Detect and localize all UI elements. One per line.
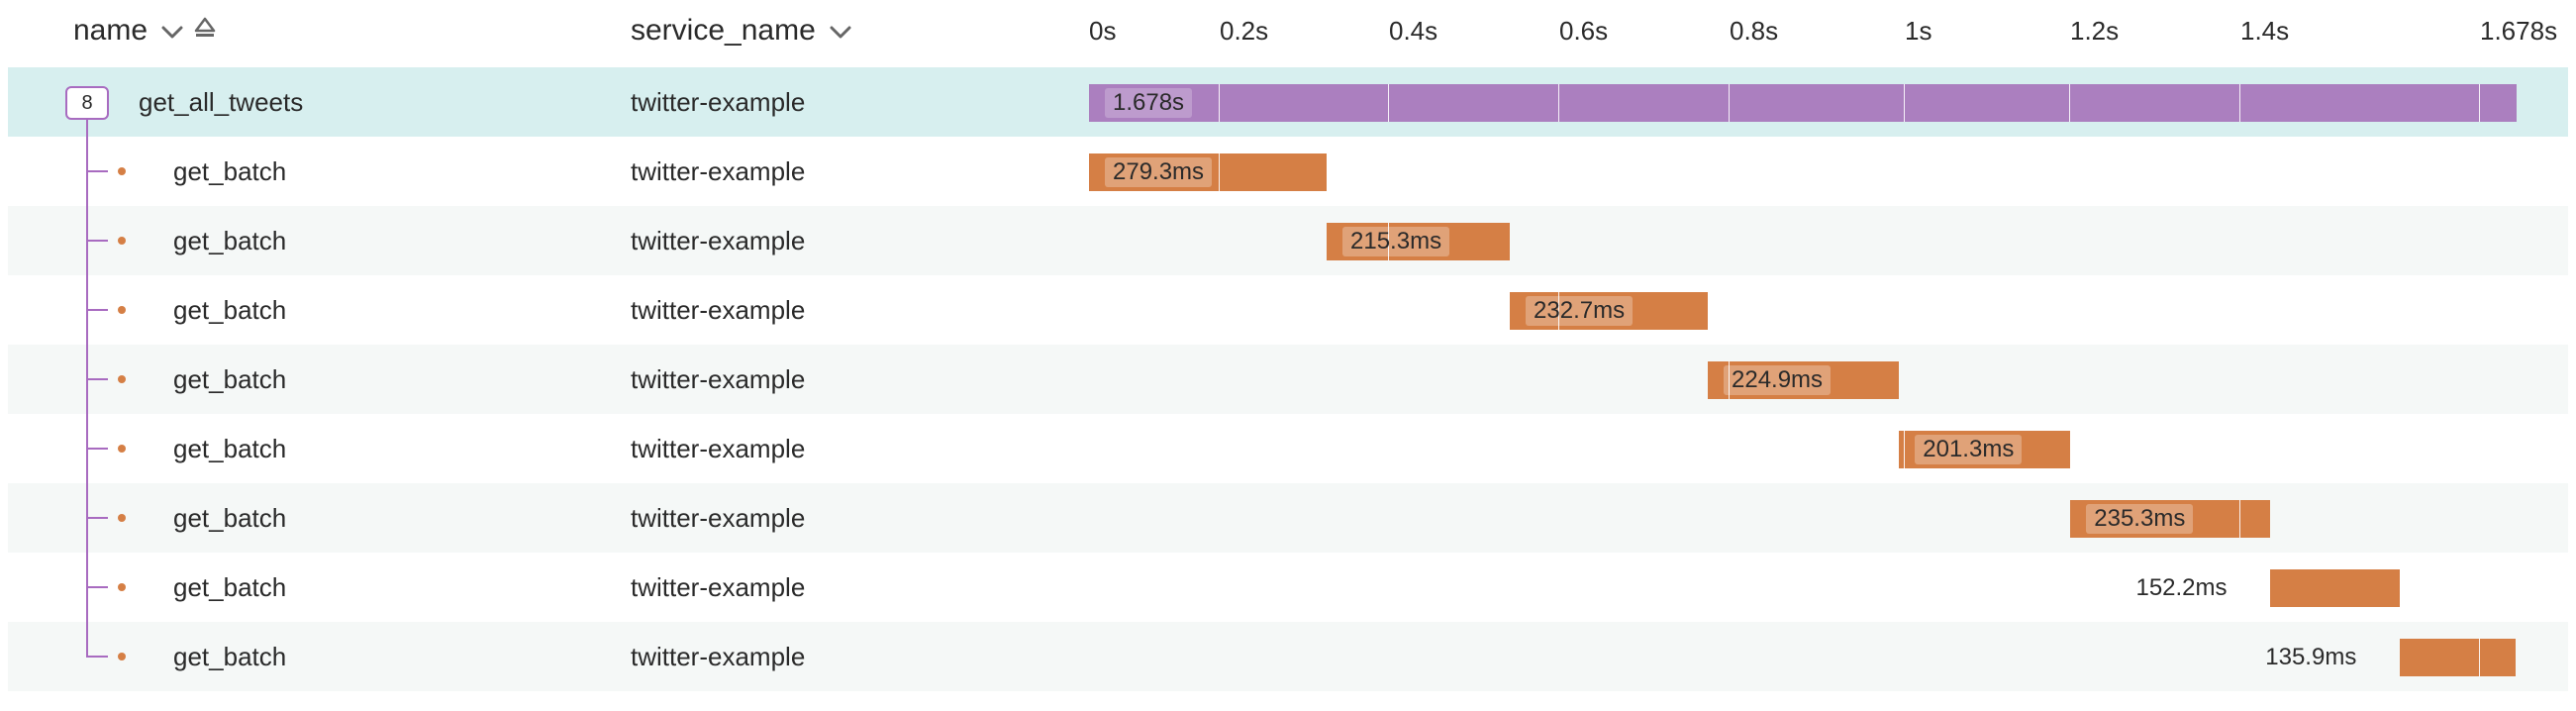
span-row[interactable]: get_batch twitter-example 279.3ms [8, 137, 2568, 206]
span-service: twitter-example [631, 363, 806, 394]
span-service: twitter-example [631, 155, 806, 186]
span-name: get_batch [173, 155, 287, 186]
span-service: twitter-example [631, 571, 806, 602]
span-service: twitter-example [631, 433, 806, 463]
span-dot-icon [118, 583, 126, 591]
tree-connector [86, 170, 108, 172]
chevron-down-icon[interactable] [830, 14, 851, 48]
tree-connector [86, 309, 108, 311]
grid-line [1219, 84, 1220, 122]
span-bar[interactable] [2270, 569, 2401, 607]
timeline-tick-label: 0.6s [1559, 16, 1609, 46]
span-row[interactable]: get_batch twitter-example 135.9ms [8, 622, 2568, 691]
timeline-axis: 0s 0.2s 0.4s 0.6s 0.8s 1s 1.2s 1.4s 1.678s [1089, 0, 2557, 61]
span-dot-icon [118, 445, 126, 453]
span-dot-icon [118, 375, 126, 383]
span-service: twitter-example [631, 641, 806, 671]
grid-line [1388, 223, 1389, 260]
span-duration-label: 232.7ms [1526, 296, 1634, 326]
span-bar[interactable] [1510, 292, 1708, 330]
span-name: get_batch [173, 363, 287, 394]
grid-line [1904, 84, 1905, 122]
span-name: get_batch [173, 571, 287, 602]
span-bar[interactable] [1089, 84, 2517, 122]
tree-connector [86, 240, 108, 242]
span-name: get_batch [173, 294, 287, 325]
span-duration-label: 215.3ms [1342, 227, 1450, 256]
tree-connector [86, 517, 108, 519]
grid-line [2239, 500, 2240, 538]
span-name: get_batch [173, 433, 287, 463]
grid-line [2479, 84, 2480, 122]
span-row[interactable]: get_batch twitter-example 232.7ms [8, 275, 2568, 345]
span-bar[interactable] [1708, 361, 1900, 399]
span-name: get_batch [173, 502, 287, 533]
span-bar[interactable] [1089, 153, 1328, 191]
service-column-label: service_name [631, 14, 816, 47]
grid-line [1904, 431, 1905, 468]
sort-direction-icon[interactable] [193, 14, 217, 48]
tree-line [86, 120, 88, 657]
tree-connector [86, 586, 108, 588]
name-column-label: name [73, 14, 149, 47]
timeline-tick-label: 1.678s [2480, 16, 2558, 46]
grid-line [1219, 153, 1220, 191]
timeline-tick-label: 0.2s [1220, 16, 1269, 46]
grid-line [2069, 84, 2070, 122]
chevron-down-icon[interactable] [161, 14, 183, 48]
timeline-tick-label: 0.8s [1730, 16, 1779, 46]
grid-line [2239, 84, 2240, 122]
timeline-tick-label: 1.4s [2240, 16, 2290, 46]
span-service: twitter-example [631, 86, 806, 117]
grid-line [1558, 292, 1559, 330]
span-bar[interactable] [2400, 639, 2517, 676]
span-duration-label: 235.3ms [2086, 504, 2194, 534]
service-column-header[interactable]: service_name [631, 0, 851, 61]
span-row-root[interactable]: get_all_tweets twitter-example 8 1.678s [8, 67, 2568, 137]
tree-connector [86, 448, 108, 450]
span-duration-label: 224.9ms [1724, 365, 1832, 395]
span-duration-label: 279.3ms [1105, 157, 1213, 187]
grid-line [2479, 639, 2480, 676]
span-row[interactable]: get_batch twitter-example 201.3ms [8, 414, 2568, 483]
span-bar[interactable] [2070, 500, 2271, 538]
span-duration-label: 152.2ms [2135, 574, 2228, 601]
span-duration-label: 1.678s [1105, 88, 1193, 118]
span-name: get_all_tweets [139, 86, 304, 117]
span-dot-icon [118, 514, 126, 522]
timeline-tick-label: 0.4s [1389, 16, 1438, 46]
span-duration-label: 201.3ms [1915, 435, 2023, 464]
span-service: twitter-example [631, 294, 806, 325]
timeline-tick-label: 1s [1905, 16, 1932, 46]
timeline-tick-label: 1.2s [2070, 16, 2120, 46]
span-dot-icon [118, 167, 126, 175]
span-row[interactable]: get_batch twitter-example 215.3ms [8, 206, 2568, 275]
span-dot-icon [118, 237, 126, 245]
span-bar[interactable] [1899, 431, 2071, 468]
span-service: twitter-example [631, 502, 806, 533]
tree-connector [86, 378, 108, 380]
timeline-tick-label: 0s [1089, 16, 1117, 46]
span-row[interactable]: get_batch twitter-example 152.2ms [8, 553, 2568, 622]
grid-line [1558, 84, 1559, 122]
span-bar[interactable] [1327, 223, 1511, 260]
span-duration-label: 135.9ms [2265, 644, 2357, 670]
grid-line [1729, 84, 1730, 122]
child-count-toggle[interactable]: 8 [65, 86, 109, 120]
span-dot-icon [118, 306, 126, 314]
span-name: get_batch [173, 641, 287, 671]
name-column-header[interactable]: name [73, 0, 217, 61]
grid-line [1388, 84, 1389, 122]
span-name: get_batch [173, 225, 287, 255]
span-row[interactable]: get_batch twitter-example 235.3ms [8, 483, 2568, 553]
tree-connector [86, 656, 108, 658]
span-dot-icon [118, 653, 126, 660]
span-service: twitter-example [631, 225, 806, 255]
span-row[interactable]: get_batch twitter-example 224.9ms [8, 345, 2568, 414]
grid-line [1729, 361, 1730, 399]
